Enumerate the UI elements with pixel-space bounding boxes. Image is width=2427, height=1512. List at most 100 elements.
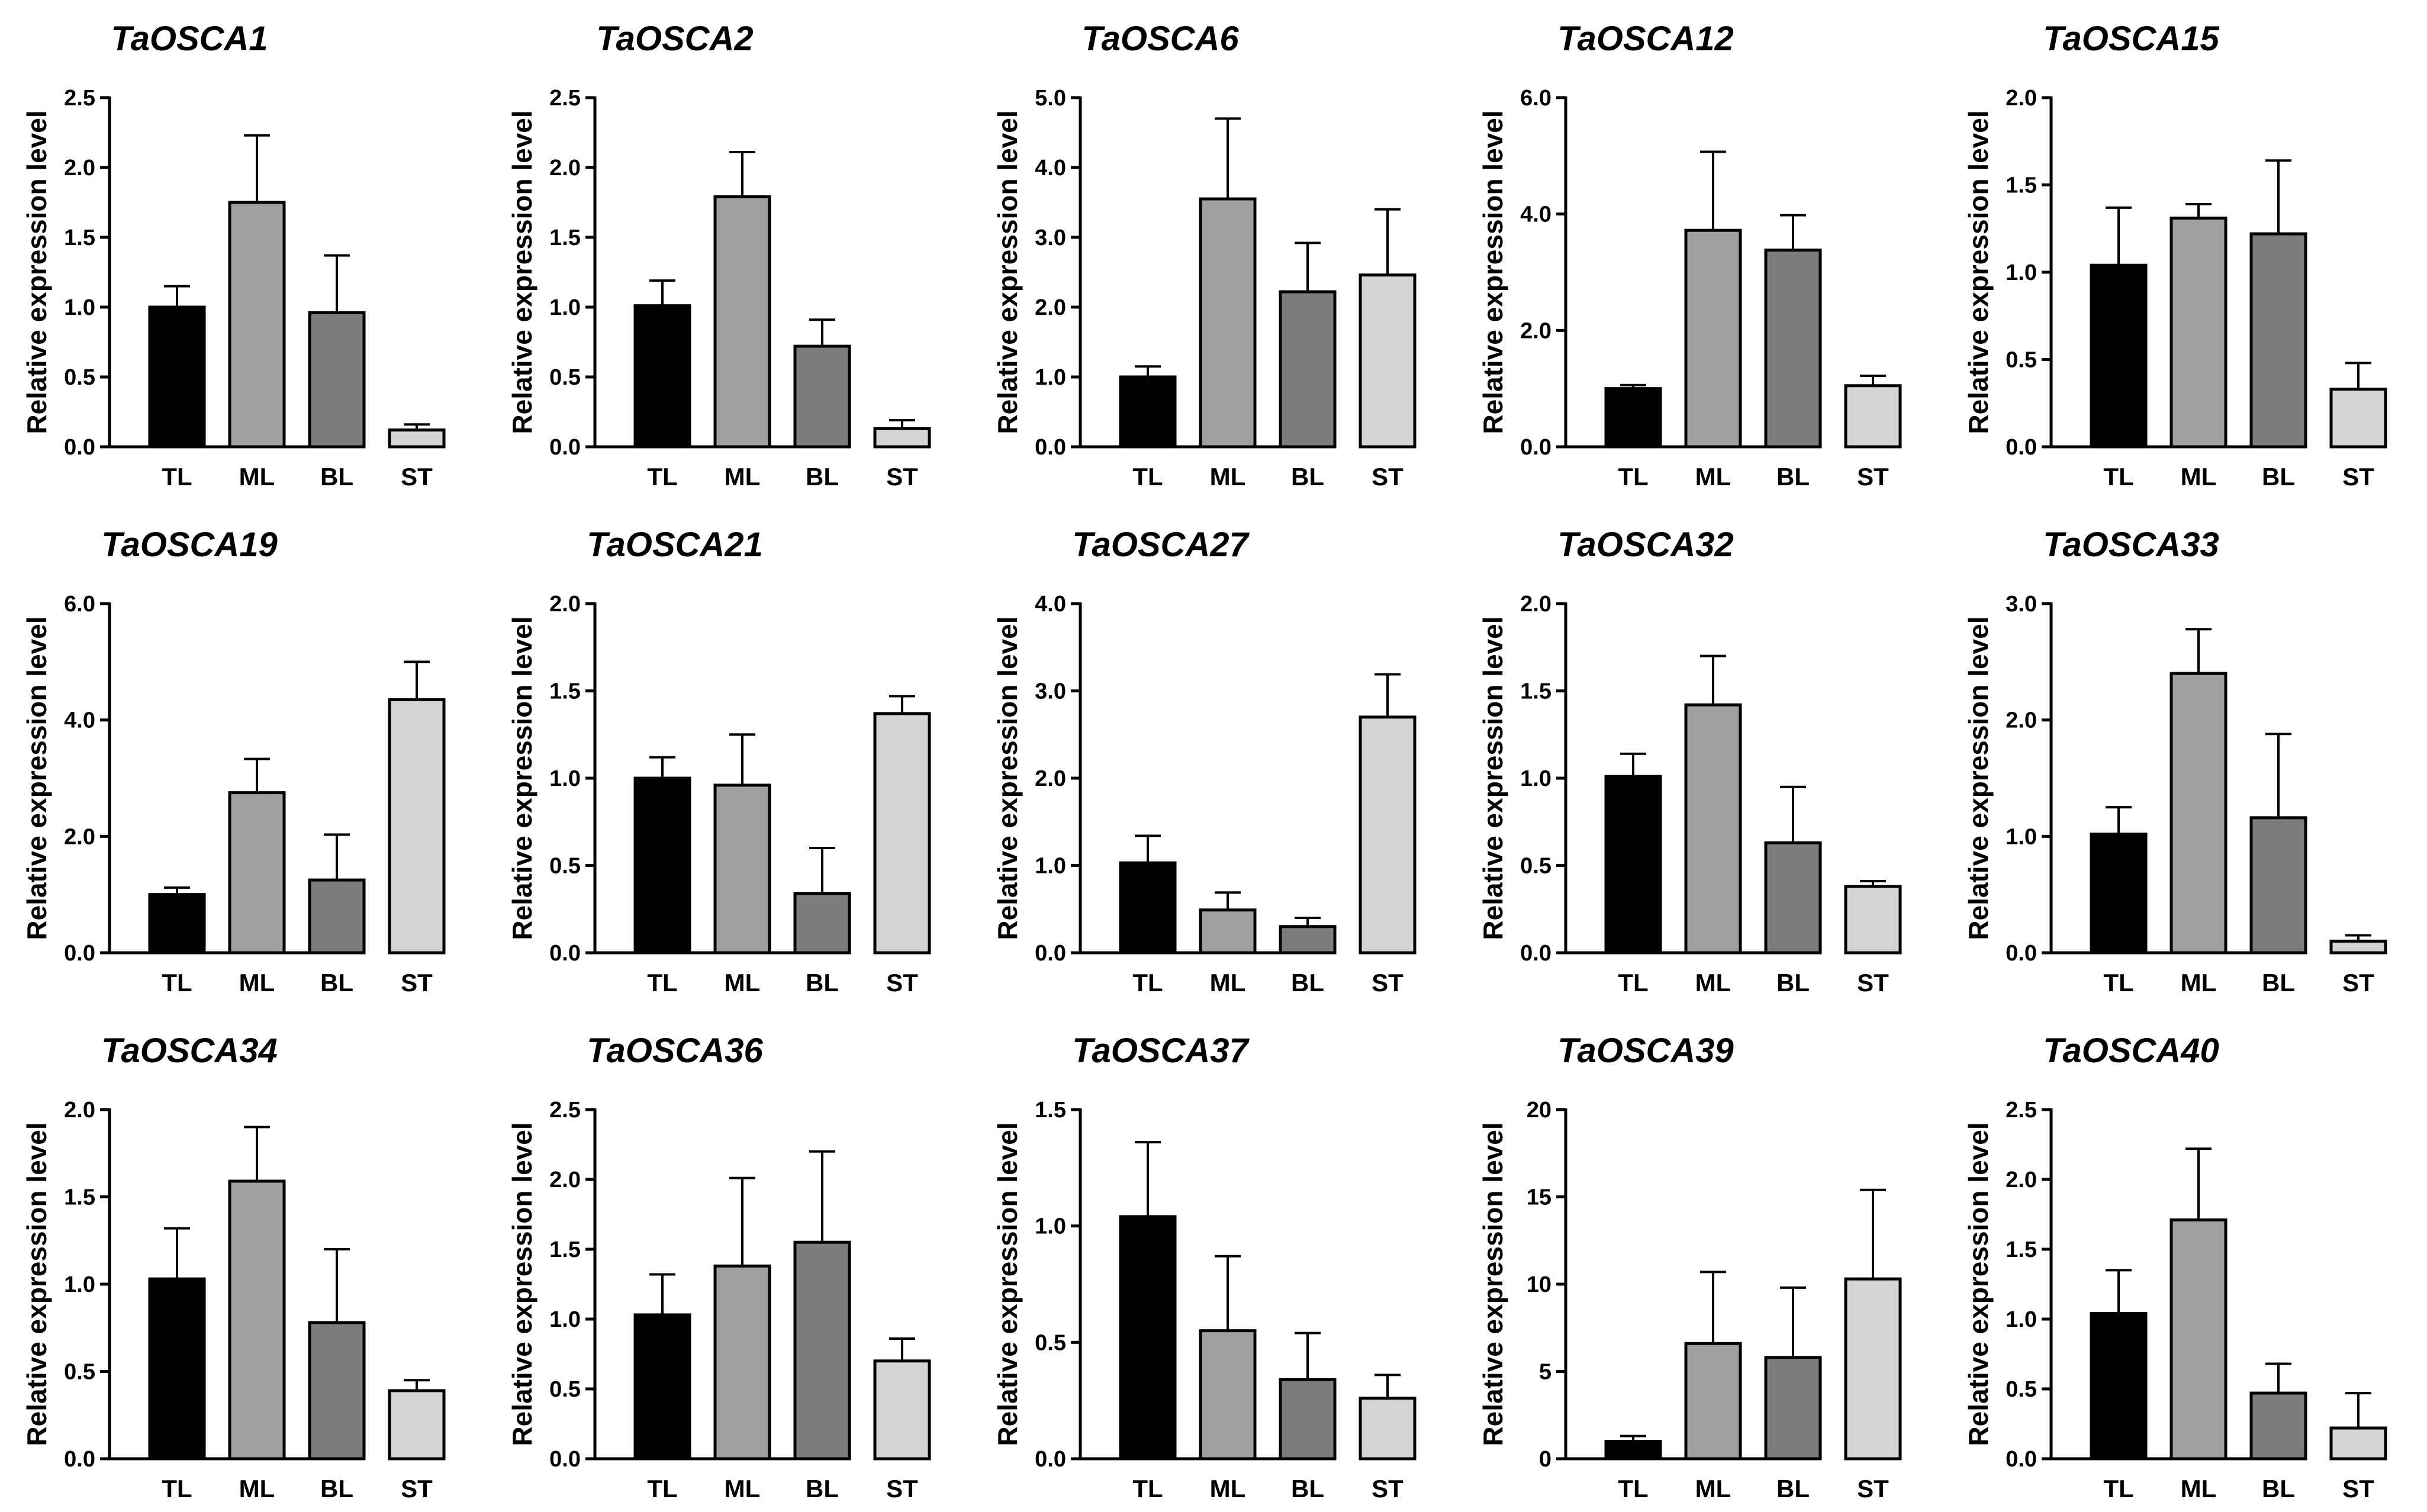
y-tick-label: 2.0 — [2006, 708, 2037, 733]
x-tick-label-BL: BL — [320, 969, 353, 997]
y-tick-label: 0.0 — [1520, 435, 1552, 460]
bar-ST — [2329, 1426, 2387, 1461]
x-tick-label-BL: BL — [1291, 463, 1324, 491]
x-tick-label-BL: BL — [1291, 969, 1324, 997]
x-tick-label-TL: TL — [2103, 969, 2133, 997]
x-tick-label-TL: TL — [162, 463, 192, 491]
y-tick-label: 5 — [1539, 1360, 1552, 1385]
x-tick-label-BL: BL — [1776, 969, 1810, 997]
y-tick-label: 2.0 — [1520, 592, 1552, 617]
bar-TL — [1604, 387, 1662, 449]
x-tick-label-ML: ML — [2181, 1475, 2217, 1503]
bar-ML — [2170, 217, 2228, 449]
x-tick-label-ST: ST — [2342, 969, 2374, 997]
x-tick-label-BL: BL — [806, 1475, 839, 1503]
y-tick-label: 2.0 — [549, 156, 581, 180]
y-tick-label: 4.0 — [64, 708, 95, 733]
bar-ST — [1844, 885, 1902, 955]
y-tick-label: 0.5 — [64, 1360, 95, 1385]
x-tick-label-ST: ST — [1857, 463, 1889, 491]
bar-TL — [633, 304, 691, 449]
x-tick-label-BL: BL — [1291, 1475, 1324, 1503]
x-tick-label-ST: ST — [1372, 463, 1404, 491]
y-tick-label: 1.0 — [1035, 365, 1066, 390]
y-axis-label: Relative expression level — [1963, 616, 1994, 940]
y-tick-label: 0.0 — [1520, 941, 1552, 966]
x-tick-label-BL: BL — [2262, 463, 2295, 491]
y-tick-label: 1.0 — [549, 1307, 581, 1332]
bar-ML — [1199, 1329, 1257, 1461]
x-tick-label-ML: ML — [239, 969, 275, 997]
bar-TL — [1119, 375, 1177, 449]
bar-ST — [1844, 384, 1902, 449]
x-tick-label-ML: ML — [1695, 1475, 1731, 1503]
x-tick-label-TL: TL — [647, 1475, 677, 1503]
bar-ST — [1359, 273, 1417, 449]
y-tick-label: 1.5 — [64, 1185, 95, 1210]
y-tick-label: 1.0 — [64, 295, 95, 320]
x-tick-label-BL: BL — [806, 969, 839, 997]
y-tick-label: 2.0 — [1035, 766, 1066, 791]
bar-BL — [308, 1321, 366, 1461]
y-tick-label: 2.0 — [549, 592, 581, 617]
bar-ST — [388, 698, 446, 955]
x-tick-label-TL: TL — [1618, 1475, 1648, 1503]
x-tick-label-BL: BL — [2262, 969, 2295, 997]
x-tick-label-ML: ML — [1695, 463, 1731, 491]
y-tick-label: 0.0 — [64, 435, 95, 460]
x-tick-label-ML: ML — [2181, 463, 2217, 491]
bar-TL — [2090, 263, 2148, 449]
x-tick-label-ST: ST — [1372, 1475, 1404, 1503]
chart-title: TaOSCA12 — [1557, 20, 1734, 58]
bar-ML — [1199, 197, 1257, 449]
chart-title: TaOSCA39 — [1557, 1031, 1734, 1070]
chart-title: TaOSCA37 — [1072, 1031, 1250, 1070]
y-tick-label: 2.5 — [64, 86, 95, 111]
y-axis-label: Relative expression level — [507, 110, 537, 434]
chart-title: TaOSCA32 — [1557, 526, 1734, 564]
bar-ST — [1844, 1277, 1902, 1461]
x-tick-label-BL: BL — [806, 463, 839, 491]
chart-panel-TaOSCA40: TaOSCA40 Relative expression level 0.0 0.5 1… — [1963, 1031, 2387, 1503]
x-tick-label-TL: TL — [2103, 1475, 2133, 1503]
chart-panel-TaOSCA33: TaOSCA33 Relative expression level 0.0 1.0 2… — [1963, 526, 2387, 997]
y-tick-label: 0.0 — [64, 1447, 95, 1472]
y-tick-label: 1.0 — [549, 766, 581, 791]
y-tick-label: 1.5 — [1035, 1098, 1066, 1123]
y-axis-label: Relative expression level — [1963, 1122, 1994, 1446]
bar-ST — [2329, 939, 2387, 955]
x-tick-label-TL: TL — [1132, 463, 1163, 491]
x-tick-label-ML: ML — [1210, 1475, 1246, 1503]
chart-panel-TaOSCA15: TaOSCA15 Relative expression level 0.0 0.5 1… — [1963, 20, 2387, 491]
bar-ML — [713, 195, 771, 449]
y-tick-label: 0.0 — [1035, 435, 1066, 460]
x-tick-label-ML: ML — [1210, 463, 1246, 491]
y-tick-label: 1.0 — [2006, 1307, 2037, 1332]
x-tick-label-ML: ML — [239, 1475, 275, 1503]
y-axis-label: Relative expression level — [507, 616, 537, 940]
bar-BL — [793, 344, 851, 449]
bar-ST — [873, 427, 931, 449]
y-axis-label: Relative expression level — [1478, 1122, 1508, 1446]
bar-ML — [1684, 1342, 1742, 1461]
y-tick-label: 2.5 — [549, 1098, 581, 1123]
bar-TL — [1119, 861, 1177, 955]
chart-panel-TaOSCA27: TaOSCA27 Relative expression level 0.0 1.0 2… — [992, 526, 1417, 997]
chart-title: TaOSCA15 — [2043, 20, 2219, 58]
y-axis-label: Relative expression level — [21, 110, 52, 434]
x-tick-label-BL: BL — [1776, 1475, 1810, 1503]
y-tick-label: 3.0 — [1035, 225, 1066, 250]
y-tick-label: 0 — [1539, 1447, 1552, 1472]
y-tick-label: 1.0 — [1520, 766, 1552, 791]
bar-ST — [873, 712, 931, 955]
chart-panel-TaOSCA36: TaOSCA36 Relative expression level 0.0 0.5 1… — [507, 1031, 931, 1503]
bar-TL — [633, 1313, 691, 1461]
y-axis-label: Relative expression level — [992, 616, 1023, 940]
y-tick-label: 0.5 — [1035, 1330, 1066, 1355]
y-tick-label: 0.0 — [1035, 1447, 1066, 1472]
x-tick-label-ML: ML — [725, 969, 761, 997]
bar-ML — [2170, 672, 2228, 955]
y-tick-label: 1.0 — [2006, 260, 2037, 285]
x-tick-label-ML: ML — [725, 463, 761, 491]
bar-BL — [793, 892, 851, 955]
